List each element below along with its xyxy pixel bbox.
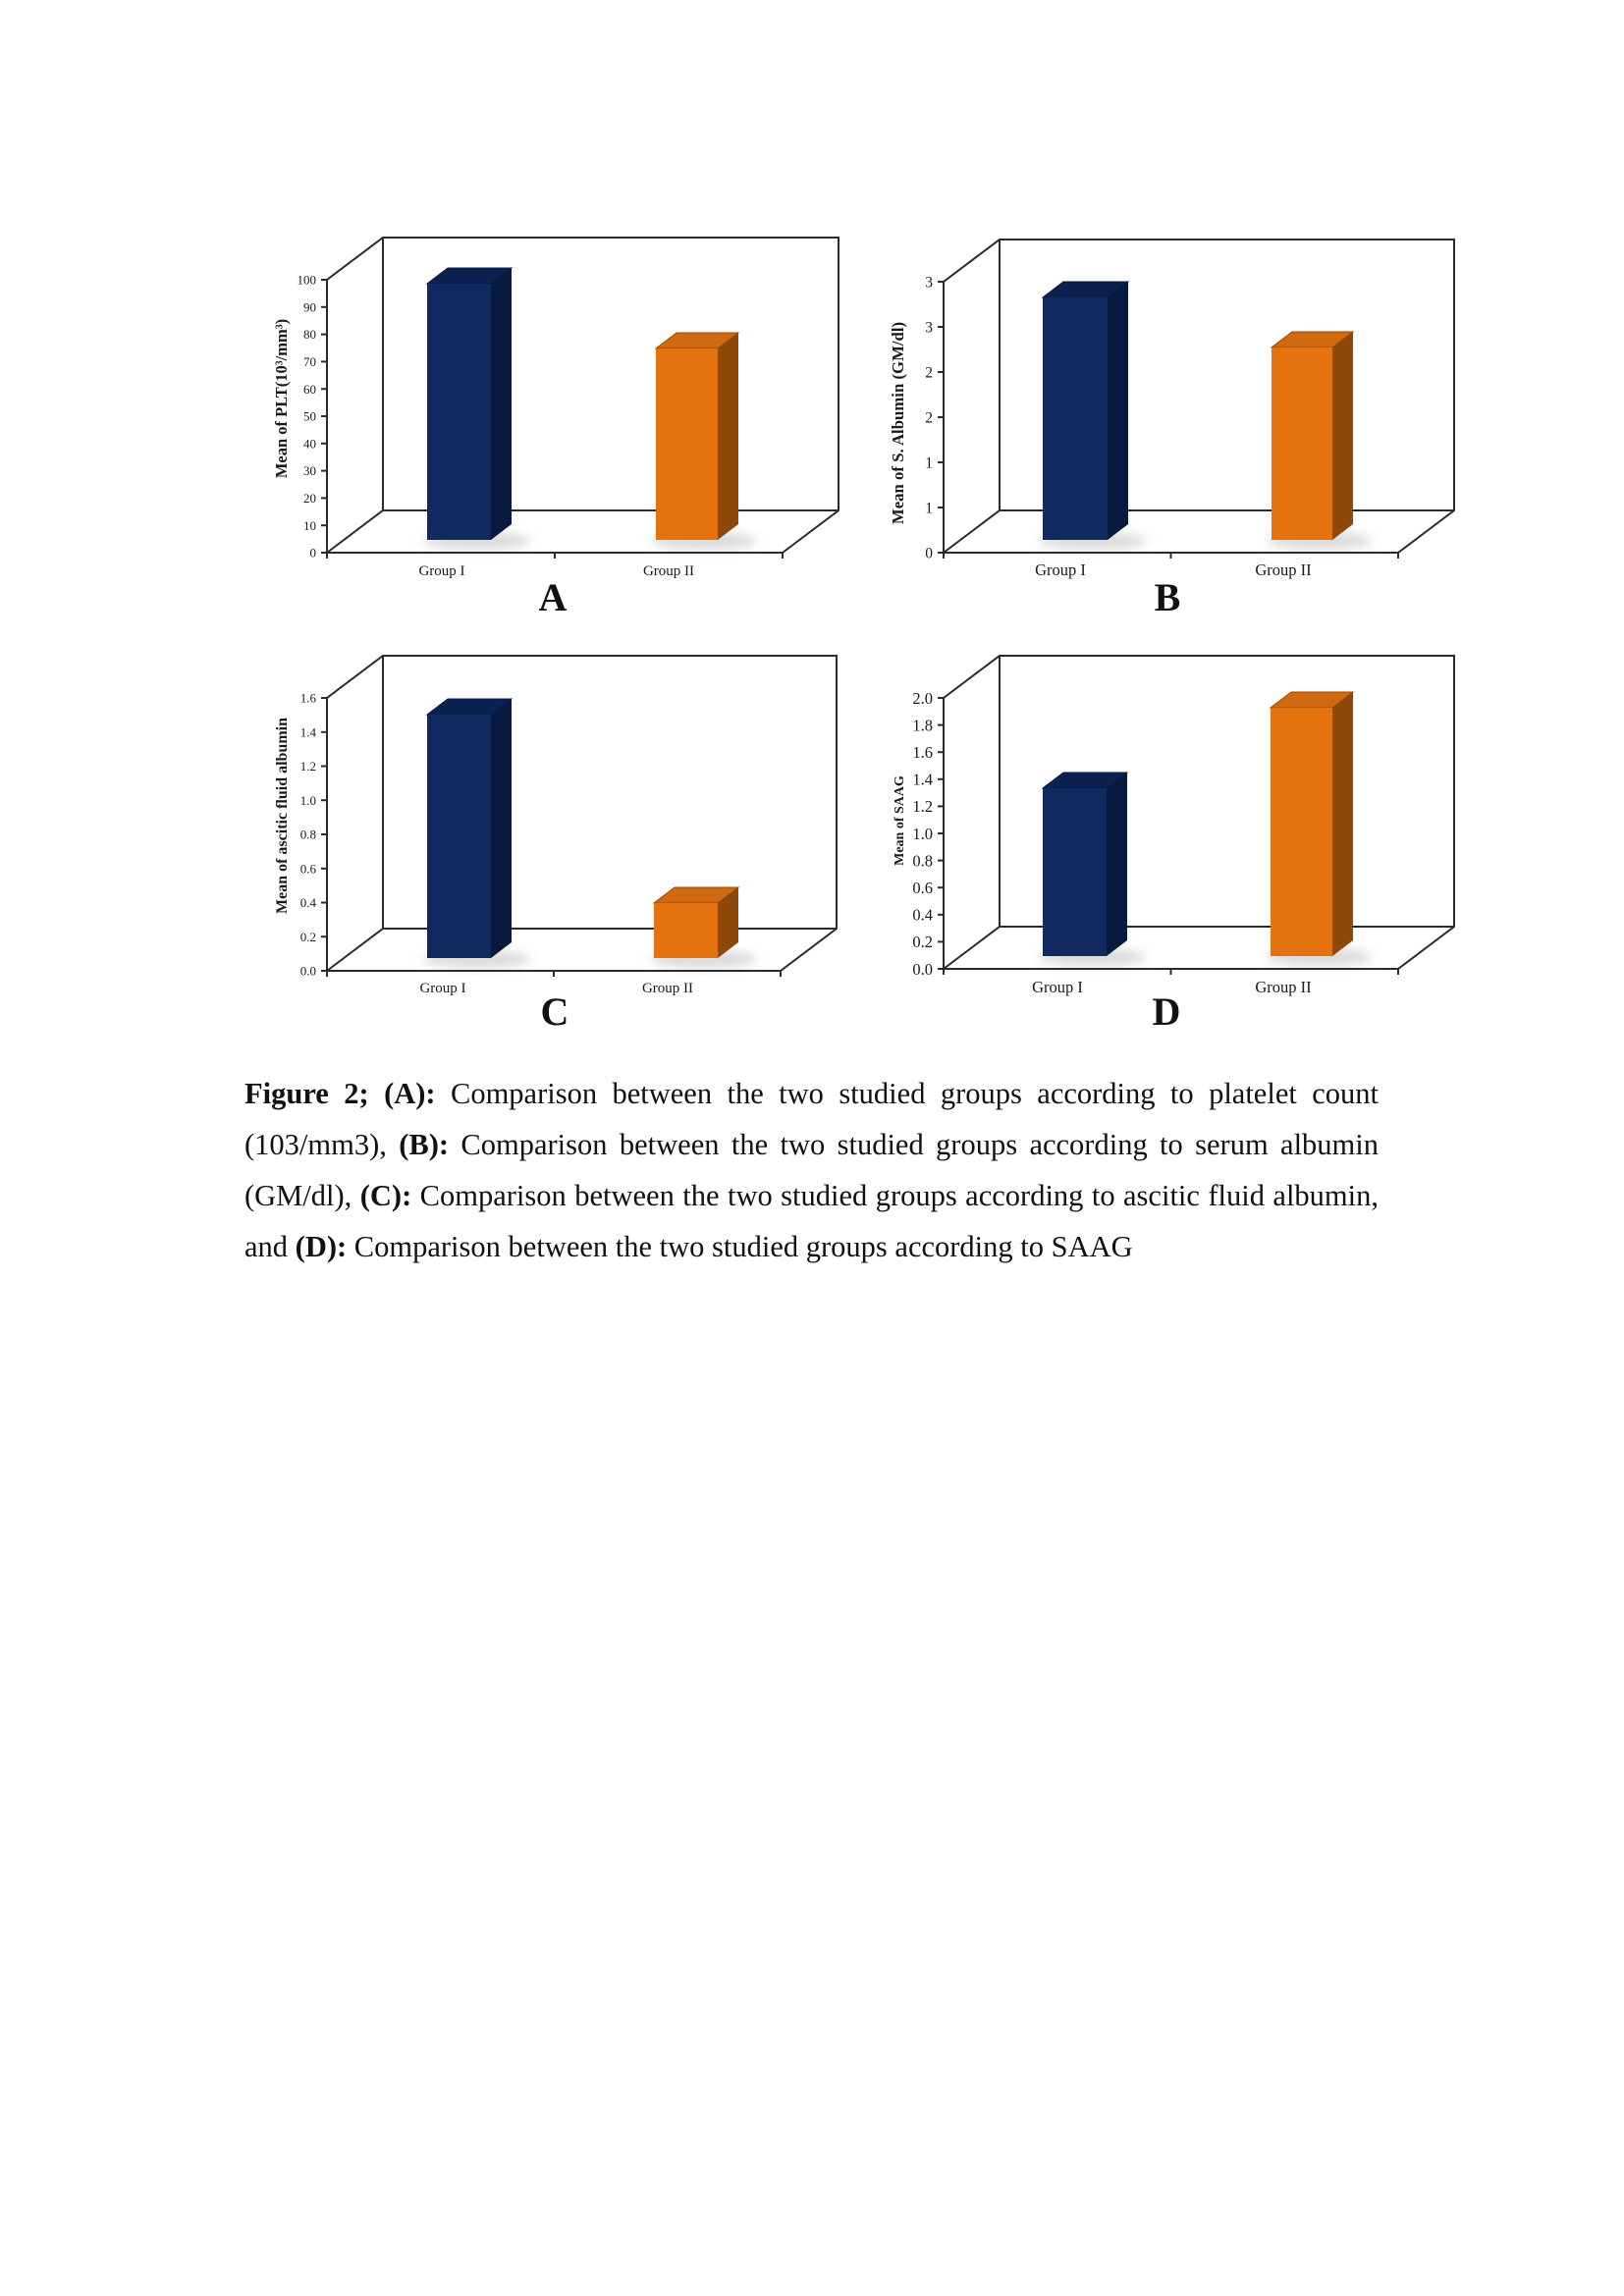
svg-text:2.0: 2.0 [912,689,933,708]
svg-text:50: 50 [303,409,316,424]
svg-text:Group I: Group I [1035,561,1086,579]
svg-text:0.8: 0.8 [300,828,316,842]
svg-text:0.4: 0.4 [300,895,317,910]
svg-text:D: D [1153,989,1181,1034]
svg-text:70: 70 [303,354,316,369]
svg-text:3: 3 [925,274,933,291]
svg-text:B: B [1155,575,1181,619]
svg-text:30: 30 [303,463,316,478]
svg-text:20: 20 [303,491,316,506]
svg-text:0.0: 0.0 [300,964,316,979]
svg-text:1.8: 1.8 [912,716,933,734]
svg-text:0.2: 0.2 [912,933,933,951]
svg-text:0.6: 0.6 [300,861,317,876]
svg-text:C: C [541,989,569,1034]
svg-text:1.0: 1.0 [300,793,316,808]
svg-text:1.6: 1.6 [300,691,317,706]
svg-text:0: 0 [310,546,317,561]
svg-text:1.2: 1.2 [912,797,933,816]
svg-text:3: 3 [925,319,933,336]
svg-text:100: 100 [298,273,317,288]
svg-text:1.0: 1.0 [912,825,933,843]
svg-text:60: 60 [303,382,316,397]
svg-text:1.4: 1.4 [300,724,317,739]
svg-text:Mean of ascitic fluid albumin: Mean of ascitic fluid albumin [274,718,291,914]
svg-text:0.2: 0.2 [300,930,316,944]
svg-text:1: 1 [925,500,933,516]
svg-text:1.4: 1.4 [912,771,933,789]
svg-text:Group II: Group II [642,981,693,996]
svg-text:Group I: Group I [418,563,464,579]
svg-text:0.0: 0.0 [912,960,933,979]
svg-text:Mean of PLT(10³/mm³): Mean of PLT(10³/mm³) [272,319,291,478]
svg-text:40: 40 [303,436,316,451]
svg-text:Mean of SAAG: Mean of SAAG [893,775,907,866]
svg-text:2: 2 [925,364,933,381]
svg-text:Group I: Group I [419,981,465,996]
svg-text:1.2: 1.2 [300,759,316,774]
svg-text:A: A [539,575,568,619]
svg-text:90: 90 [303,299,316,314]
svg-text:0.4: 0.4 [912,906,933,925]
svg-text:1: 1 [925,454,933,471]
svg-text:0: 0 [925,545,933,561]
svg-text:1.6: 1.6 [912,743,933,762]
svg-text:80: 80 [303,327,316,342]
svg-text:Group II: Group II [1255,561,1311,579]
svg-text:2: 2 [925,409,933,426]
svg-text:0.6: 0.6 [912,879,933,897]
svg-text:0.8: 0.8 [912,851,933,870]
svg-text:Group II: Group II [1255,978,1311,996]
svg-text:Group I: Group I [1032,978,1083,996]
svg-text:Mean of S. Albumin (GM/dl): Mean of S. Albumin (GM/dl) [889,322,907,524]
svg-text:Group II: Group II [643,563,694,579]
svg-text:10: 10 [303,518,316,533]
